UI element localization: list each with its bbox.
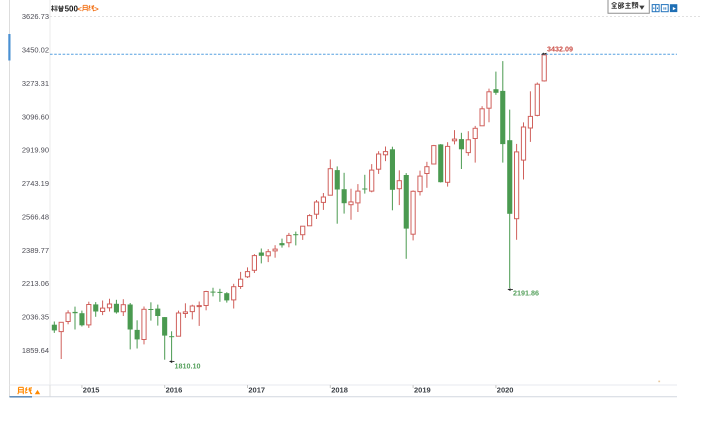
svg-text:2566.48: 2566.48 <box>22 213 49 222</box>
svg-text:2018: 2018 <box>331 386 348 395</box>
svg-text:2016: 2016 <box>166 386 183 395</box>
svg-text:>: > <box>94 4 99 13</box>
svg-text:2017: 2017 <box>248 386 265 395</box>
svg-text:3450.02: 3450.02 <box>22 46 49 55</box>
svg-text:2019: 2019 <box>414 386 431 395</box>
svg-text:2191.86: 2191.86 <box>513 289 539 298</box>
svg-text:2036.35: 2036.35 <box>22 313 49 322</box>
svg-text:1859.64: 1859.64 <box>22 346 49 355</box>
svg-text:2743.19: 2743.19 <box>22 179 49 188</box>
svg-text:2213.06: 2213.06 <box>22 279 49 288</box>
svg-text:3273.31: 3273.31 <box>22 79 49 88</box>
svg-text:3626.73: 3626.73 <box>22 12 49 21</box>
svg-text:2919.90: 2919.90 <box>22 146 49 155</box>
svg-text:3432.09: 3432.09 <box>547 44 573 53</box>
svg-text:2015: 2015 <box>83 386 100 395</box>
svg-text:3096.60: 3096.60 <box>22 112 49 121</box>
svg-text:2389.77: 2389.77 <box>22 246 49 255</box>
svg-text:2020: 2020 <box>497 386 514 395</box>
svg-text:1810.10: 1810.10 <box>175 362 201 371</box>
svg-text:<: < <box>77 4 82 13</box>
